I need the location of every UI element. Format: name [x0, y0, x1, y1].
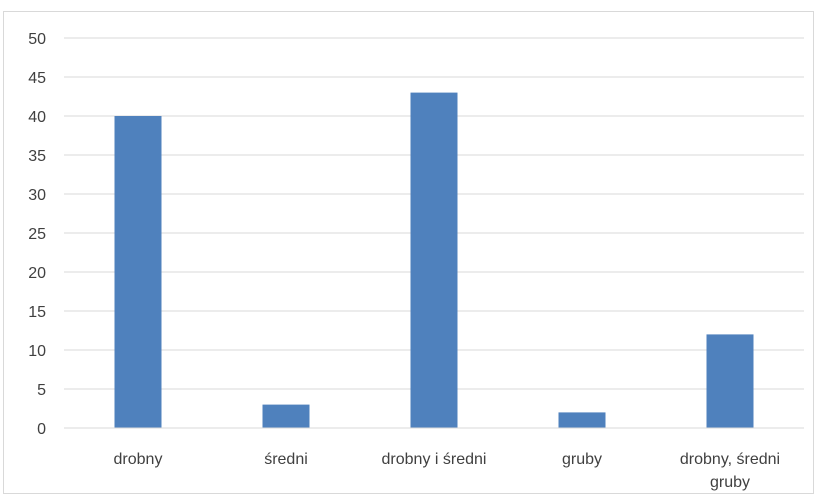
bar [410, 92, 458, 428]
bar [114, 116, 162, 428]
bar [262, 404, 310, 428]
y-tick-label: 35 [28, 148, 46, 165]
y-tick-label: 20 [28, 265, 46, 282]
y-axis-tick-labels: 0 5 10 15 20 25 30 35 40 45 50 [28, 31, 46, 438]
y-tick-label: 0 [37, 421, 46, 438]
bar [706, 334, 754, 428]
x-axis-category-labels: drobny średni drobny i średni gruby drobny, … [114, 451, 781, 491]
x-category-label: drobny i średni [382, 451, 487, 468]
y-tick-label: 10 [28, 343, 46, 360]
x-category-label: średni [264, 451, 308, 468]
x-category-label: gruby [710, 474, 750, 491]
y-tick-label: 5 [37, 382, 46, 399]
x-category-label: drobny [114, 451, 163, 468]
gridlines [64, 37, 804, 390]
y-tick-label: 15 [28, 304, 46, 321]
y-tick-label: 40 [28, 109, 46, 126]
bars [114, 92, 754, 428]
y-tick-label: 45 [28, 70, 46, 87]
y-tick-label: 25 [28, 226, 46, 243]
y-tick-label: 50 [28, 31, 46, 48]
bar [558, 412, 606, 428]
x-category-label: drobny, średni [680, 451, 780, 468]
x-category-label: gruby [562, 451, 602, 468]
y-tick-label: 30 [28, 187, 46, 204]
